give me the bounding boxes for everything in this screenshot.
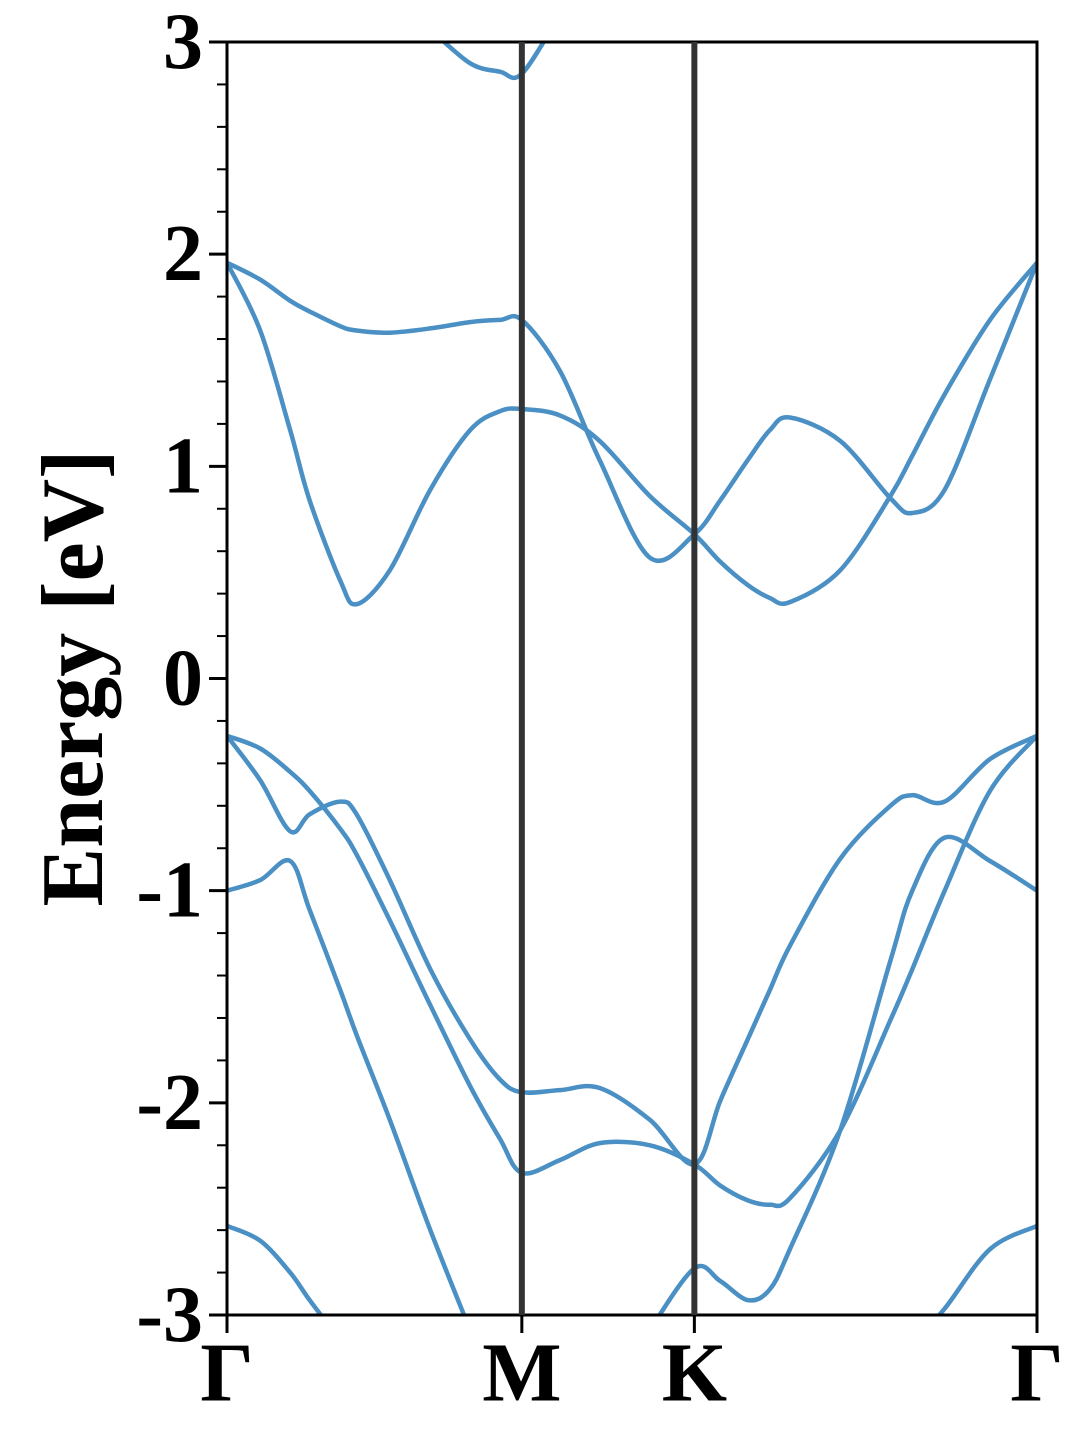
plot-area	[227, 42, 1037, 1315]
y-tick-label: -1	[136, 847, 203, 935]
x-tick-label: K	[662, 1327, 727, 1420]
band-line	[227, 261, 1037, 607]
y-axis-label: Energy [eV]	[25, 450, 122, 907]
band-line	[227, 733, 1037, 1167]
band-line	[227, 834, 1037, 1315]
y-tick-label: 1	[163, 422, 203, 510]
x-tick-label: Γ	[1010, 1327, 1063, 1420]
y-tick-label: -2	[136, 1059, 203, 1147]
plot-frame	[225, 40, 1039, 1317]
x-tick-label: M	[482, 1327, 561, 1420]
y-tick-label: 3	[163, 0, 203, 86]
x-tick-label: Γ	[200, 1327, 253, 1420]
band-line	[440, 42, 547, 81]
y-tick-label: 2	[163, 210, 203, 298]
y-tick-label: -3	[136, 1271, 203, 1359]
band-line	[227, 260, 1037, 563]
band-line	[227, 1223, 1037, 1315]
y-tick-label: 0	[163, 635, 203, 723]
band-line	[227, 733, 1037, 1209]
